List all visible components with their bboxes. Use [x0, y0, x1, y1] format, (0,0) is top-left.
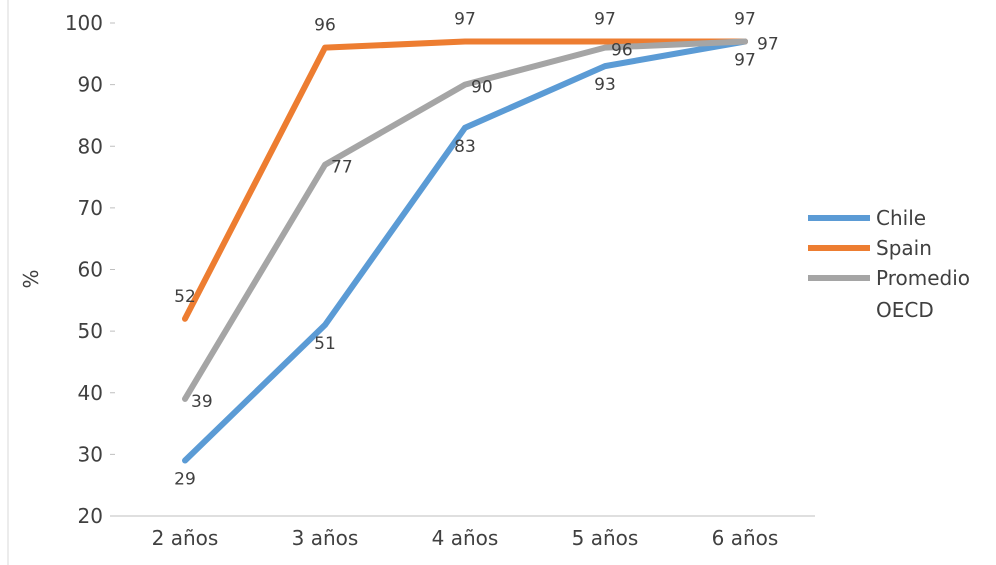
data-label: 96	[314, 16, 336, 36]
y-tick-label: 80	[78, 134, 103, 158]
data-label: 97	[454, 9, 476, 29]
data-label: 97	[594, 9, 616, 29]
y-axis: 20 30 40 50 60 70 80 90 100	[65, 11, 115, 528]
y-tick-label: 60	[78, 258, 103, 282]
y-tick-label: 90	[78, 73, 103, 97]
y-tick-label: 20	[78, 504, 103, 528]
y-tick-label: 70	[78, 196, 103, 220]
y-tick-label: 30	[78, 442, 103, 466]
data-label: 39	[191, 392, 213, 412]
x-tick-label: 6 años	[712, 526, 779, 550]
y-tick-label: 100	[65, 11, 103, 35]
y-tick-label: 50	[78, 319, 103, 343]
legend-label: Promedio OECD	[876, 266, 970, 322]
data-label: 93	[594, 75, 616, 95]
x-axis: 2 años 3 años 4 años 5 años 6 años	[115, 515, 815, 550]
data-label: 52	[174, 287, 196, 307]
y-tick-label: 40	[78, 381, 103, 405]
data-label: 77	[331, 158, 353, 178]
data-label: 29	[174, 470, 196, 490]
legend: Chile Spain Promedio OECD	[808, 206, 970, 322]
series-layer	[182, 38, 748, 464]
series-line	[182, 38, 748, 322]
series-line	[182, 38, 748, 402]
x-tick-label: 2 años	[152, 526, 219, 550]
legend-label: Spain	[876, 236, 932, 260]
data-label: 90	[471, 78, 493, 98]
data-label: 97	[734, 9, 756, 29]
x-tick-label: 4 años	[432, 526, 499, 550]
x-tick-label: 3 años	[292, 526, 359, 550]
data-label: 96	[611, 41, 633, 61]
y-axis-title: %	[19, 269, 43, 288]
data-label: 51	[314, 334, 336, 354]
series-line	[182, 38, 748, 464]
data-label: 97	[734, 50, 756, 70]
data-label: 83	[454, 137, 476, 157]
legend-label: Chile	[876, 206, 926, 230]
data-label: 97	[757, 34, 779, 54]
x-tick-label: 5 años	[572, 526, 639, 550]
